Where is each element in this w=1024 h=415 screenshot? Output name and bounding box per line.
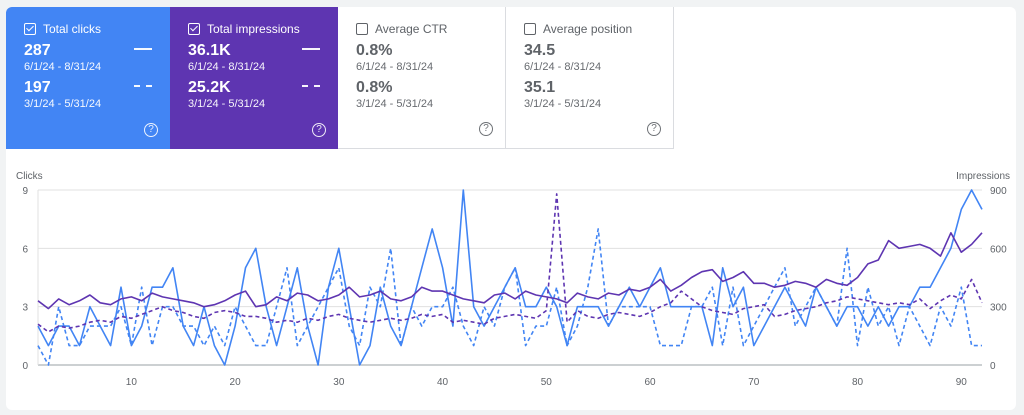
x-tick-label: 80 [852,377,864,388]
metric-card-header: Average position [524,21,673,37]
previous-period-row: 25.2K 3/1/24 - 5/31/24 [188,79,338,111]
right-tick-label: 0 [990,361,996,372]
left-axis-title: Clicks [16,171,43,182]
help-icon[interactable]: ? [312,123,326,137]
current-range: 6/1/24 - 8/31/24 [24,61,102,73]
metric-card-average-position[interactable]: Average position 34.5 6/1/24 - 8/31/24 3… [506,7,674,149]
current-value: 34.5 [524,42,556,59]
right-tick-label: 300 [990,303,1007,314]
previous-range: 3/1/24 - 5/31/24 [356,98,434,110]
previous-period-row: 0.8% 3/1/24 - 5/31/24 [356,79,505,111]
current-value: 0.8% [356,42,393,59]
x-tick-label: 70 [748,377,760,388]
x-tick-label: 60 [644,377,656,388]
current-range: 6/1/24 - 8/31/24 [524,61,602,73]
x-tick-label: 30 [333,377,345,388]
right-tick-label: 600 [990,244,1007,255]
current-period-row: 287 6/1/24 - 8/31/24 [24,42,170,74]
impressions-previous-series-line [37,193,983,333]
left-tick-label: 6 [22,244,28,255]
current-value: 36.1K [188,42,231,59]
previous-value: 35.1 [524,79,556,96]
clicks-previous-series-line [37,228,982,366]
solid-line-legend-icon [134,48,152,50]
x-tick-label: 50 [541,377,553,388]
previous-range: 3/1/24 - 5/31/24 [524,98,602,110]
current-range: 6/1/24 - 8/31/24 [356,61,434,73]
metric-card-header: Average CTR [356,21,505,37]
previous-value: 0.8% [356,79,393,96]
previous-range: 3/1/24 - 5/31/24 [24,98,102,110]
right-axis-title: Impressions [956,171,1010,182]
metric-label: Total impressions [207,22,300,36]
previous-period-row: 197 3/1/24 - 5/31/24 [24,79,170,111]
left-tick-label: 0 [22,361,28,372]
help-icon[interactable]: ? [479,122,493,136]
previous-value: 197 [24,79,51,96]
right-tick-label: 900 [990,186,1007,197]
checkbox-checked-icon[interactable] [24,23,36,35]
metric-card-total-clicks[interactable]: Total clicks 287 6/1/24 - 8/31/24 197 3/… [6,7,170,149]
left-tick-label: 3 [22,303,28,314]
dashed-line-legend-icon [134,85,152,87]
chart-grid [37,189,982,366]
x-tick-label: 20 [230,377,242,388]
previous-value: 25.2K [188,79,231,96]
checkbox-checked-icon[interactable] [188,23,200,35]
left-tick-label: 9 [22,186,28,197]
x-tick-label: 10 [126,377,138,388]
metric-card-header: Total impressions [188,21,338,37]
performance-panel: Total clicks 287 6/1/24 - 8/31/24 197 3/… [6,7,1016,410]
x-tick-label: 40 [437,377,449,388]
current-range: 6/1/24 - 8/31/24 [188,61,266,73]
metric-label: Total clicks [43,22,102,36]
chart-series [37,189,983,366]
checkbox-unchecked-icon[interactable] [356,23,368,35]
help-icon[interactable]: ? [144,123,158,137]
x-tick-label: 90 [956,377,968,388]
metric-card-header: Total clicks [24,21,170,37]
metric-card-average-ctr[interactable]: Average CTR 0.8% 6/1/24 - 8/31/24 0.8% 3… [338,7,506,149]
current-value: 287 [24,42,51,59]
metric-label: Average CTR [375,22,448,36]
dashed-line-legend-icon [302,85,320,87]
current-period-row: 34.5 6/1/24 - 8/31/24 [524,42,673,74]
previous-range: 3/1/24 - 5/31/24 [188,98,266,110]
previous-period-row: 35.1 3/1/24 - 5/31/24 [524,79,673,111]
current-period-row: 0.8% 6/1/24 - 8/31/24 [356,42,505,74]
metric-card-total-impressions[interactable]: Total impressions 36.1K 6/1/24 - 8/31/24… [170,7,338,149]
metric-label: Average position [543,22,633,36]
current-period-row: 36.1K 6/1/24 - 8/31/24 [188,42,338,74]
checkbox-unchecked-icon[interactable] [524,23,536,35]
solid-line-legend-icon [302,48,320,50]
metric-cards: Total clicks 287 6/1/24 - 8/31/24 197 3/… [6,7,674,149]
help-icon[interactable]: ? [647,122,661,136]
impressions-current-series-line [37,232,983,310]
